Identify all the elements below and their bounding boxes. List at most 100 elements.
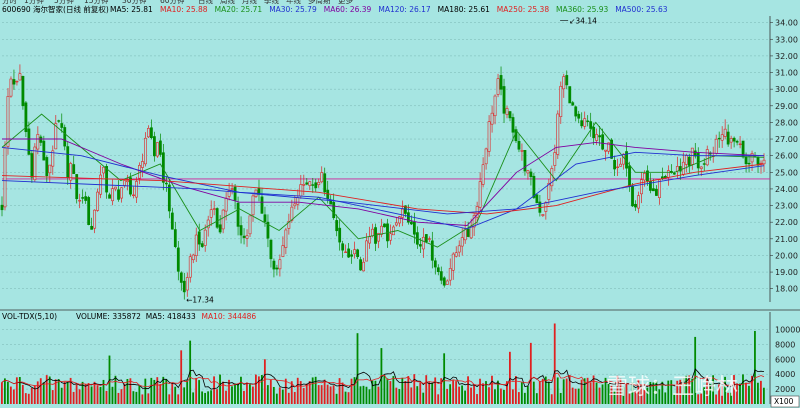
- volume-bar: [123, 383, 126, 404]
- candle-body: [628, 165, 631, 187]
- candle-body: [84, 196, 88, 201]
- price-tick-label-16: 34.00: [775, 19, 798, 28]
- candle-body: [684, 155, 688, 165]
- candle-body: [383, 223, 386, 228]
- volume-bar: [201, 391, 204, 404]
- price-tick-label-0: 18.00: [775, 285, 798, 294]
- candle-body: [236, 202, 240, 227]
- volume-bar: [658, 389, 661, 404]
- volume-bar: [386, 378, 389, 404]
- volume-bar: [165, 378, 168, 404]
- volume-bar: [57, 379, 60, 404]
- candle-body: [714, 138, 718, 154]
- ma-readout-2: MA20: 25.71: [215, 5, 263, 14]
- period-tab-9: 季线: [264, 0, 279, 5]
- volume-bar: [514, 376, 517, 404]
- volume-readout-2: MA10: 344486: [202, 312, 257, 321]
- candle-body: [0, 204, 4, 211]
- candle-body: [472, 215, 476, 228]
- candle-body: [305, 182, 309, 185]
- volume-bar: [278, 387, 281, 404]
- candle-body: [326, 189, 330, 200]
- candle-body: [200, 243, 204, 247]
- candle-body: [433, 260, 437, 268]
- candle-body: [108, 194, 111, 199]
- candle-body: [185, 277, 189, 291]
- candle-body: [150, 127, 153, 138]
- candle-body: [723, 128, 727, 137]
- candle-body: [132, 194, 135, 197]
- candle-body: [144, 137, 147, 165]
- price-tick-label-9: 27.00: [775, 135, 798, 144]
- price-tick-label-6: 24.00: [775, 185, 798, 194]
- low-marker-label: ←17.34: [186, 296, 214, 305]
- volume-bar: [529, 342, 532, 404]
- candle-body: [311, 184, 315, 186]
- candle-body: [687, 156, 691, 166]
- candle-body: [702, 163, 706, 165]
- volume-bar: [171, 383, 174, 404]
- candle-body: [666, 170, 670, 178]
- volume-unit-label: X100: [774, 397, 794, 406]
- candle-body: [188, 256, 192, 278]
- volume-bar: [661, 381, 664, 404]
- ma-readout-7: MA250: 25.38: [497, 5, 550, 14]
- volume-bar: [314, 376, 317, 404]
- volume-bar: [664, 392, 667, 404]
- volume-bar: [437, 394, 440, 404]
- candle-body: [559, 85, 563, 117]
- price-tick-label-10: 28.00: [775, 118, 798, 127]
- candle-body: [164, 182, 168, 185]
- candle-body: [598, 135, 602, 138]
- volume-bar: [473, 384, 475, 404]
- volume-bar: [550, 394, 553, 404]
- volume-bar: [48, 376, 51, 404]
- candle-body: [389, 233, 392, 241]
- volume-bar: [9, 386, 12, 404]
- candle-body: [269, 239, 273, 260]
- candle-body: [111, 188, 114, 202]
- volume-bar: [709, 384, 712, 404]
- candle-body: [442, 277, 446, 286]
- candle-body: [141, 161, 144, 168]
- volume-bar: [281, 389, 284, 404]
- period-tab-7: 周线: [220, 0, 235, 5]
- volume-bar: [162, 376, 165, 404]
- volume-bar: [404, 380, 407, 404]
- candle-body: [203, 229, 207, 246]
- candle-body: [54, 123, 58, 150]
- candle-body: [21, 76, 25, 107]
- volume-bar: [192, 392, 195, 404]
- volume-bar: [326, 384, 329, 404]
- volume-bar: [111, 386, 114, 404]
- volume-bar: [377, 386, 380, 404]
- candle-body: [613, 159, 616, 170]
- volume-bar: [742, 374, 744, 404]
- volume-bar: [452, 380, 455, 404]
- volume-bar: [446, 388, 449, 404]
- candle-body: [155, 142, 159, 157]
- candle-body: [69, 163, 73, 181]
- candle-body: [705, 149, 709, 166]
- volume-bar: [132, 391, 135, 404]
- volume-bar: [467, 376, 469, 404]
- candle-body: [439, 271, 443, 281]
- candle-body: [66, 146, 70, 178]
- volume-bar: [628, 393, 631, 404]
- candle-body: [445, 280, 449, 285]
- volume-bar: [30, 387, 33, 404]
- volume-bar: [562, 379, 565, 404]
- volume-ma10-line: [1, 372, 765, 388]
- volume-bar: [24, 393, 27, 404]
- candle-body: [553, 152, 557, 166]
- volume-bar: [180, 350, 183, 404]
- candle-body: [487, 121, 491, 152]
- candle-body: [158, 140, 162, 155]
- volume-bar: [449, 384, 452, 404]
- volume-bar: [60, 387, 63, 404]
- price-tick-label-4: 22.00: [775, 218, 798, 227]
- volume-bar: [500, 388, 502, 404]
- candle-body: [60, 123, 64, 128]
